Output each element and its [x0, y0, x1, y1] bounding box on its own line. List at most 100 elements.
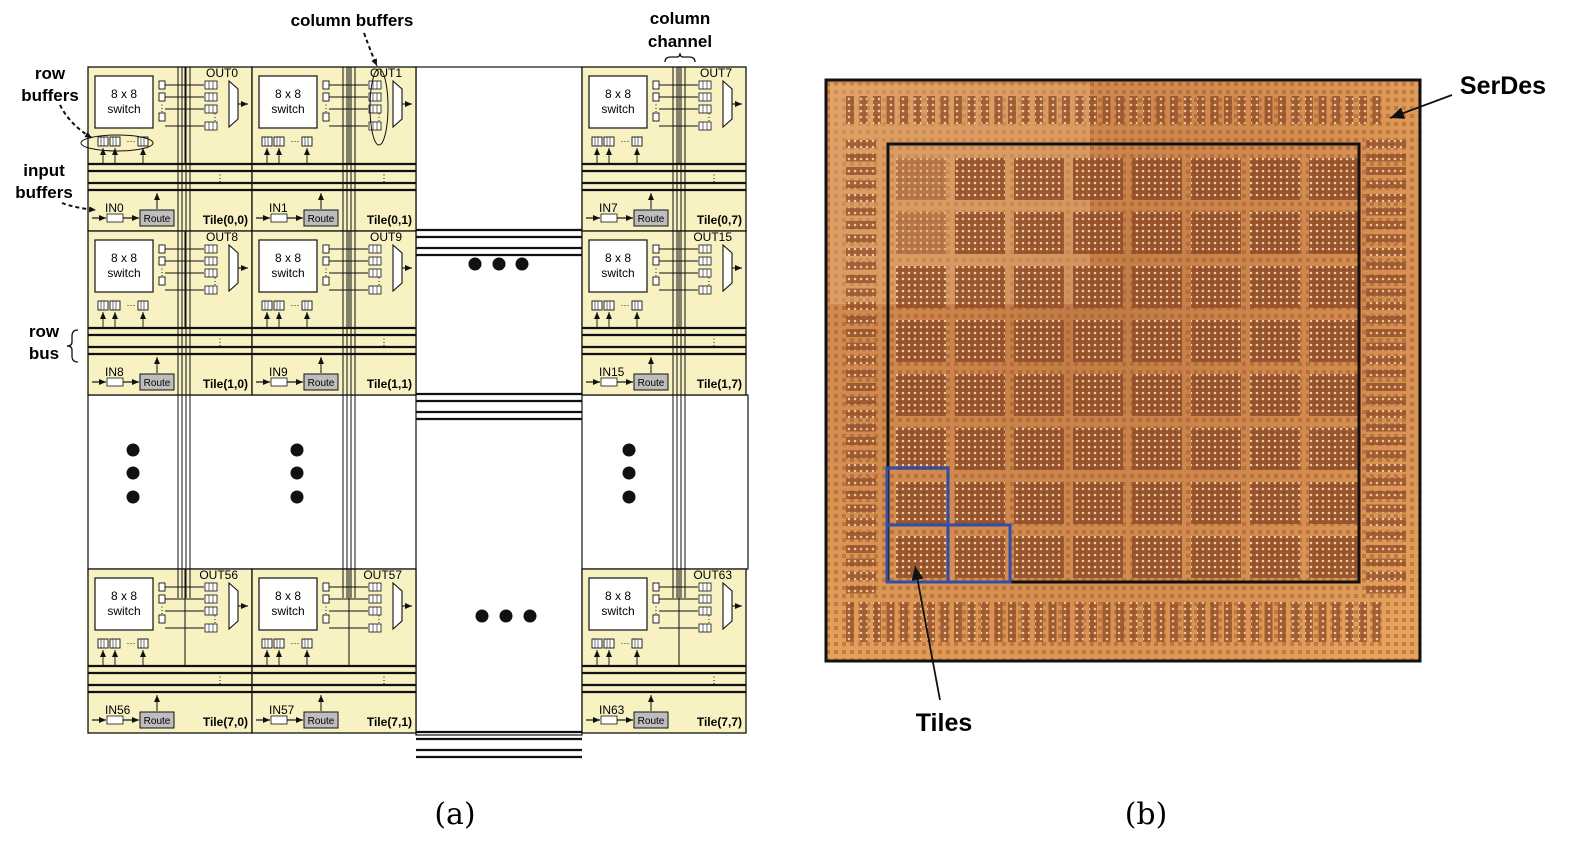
serdes-pad	[1366, 437, 1406, 445]
ellipsis-mark: ···	[621, 638, 630, 648]
output-port-label: OUT56	[199, 568, 238, 582]
column-buffers-leader	[363, 32, 378, 67]
input-buffers-label-1: input	[23, 161, 65, 180]
serdes-pad	[1305, 96, 1313, 124]
die-tile-block	[1014, 536, 1064, 578]
serdes-pad	[940, 602, 949, 642]
ellipsis-mark: ⋮	[380, 337, 389, 347]
column-buffer	[698, 285, 712, 295]
die-tile-block	[1309, 536, 1359, 578]
serdes-pad	[846, 545, 876, 553]
switch-label: switch	[107, 266, 140, 280]
ellipsis-mark: ⋮	[710, 337, 719, 347]
column-buffer	[204, 121, 218, 131]
ellipsis-mark: ⋮	[375, 112, 384, 122]
serdes-pad	[846, 518, 876, 526]
column-buffer	[368, 623, 382, 633]
serdes-pad	[846, 234, 876, 243]
serdes-pad	[1062, 602, 1070, 642]
ellipsis-mark: ⋮	[322, 605, 331, 615]
column-buffers-label: column buffers	[291, 11, 414, 30]
die-tile-block	[1014, 158, 1064, 200]
die-tile-block	[1073, 158, 1123, 200]
row-buffer	[591, 136, 603, 147]
ellipsis-mark: ⋮	[380, 675, 389, 685]
die-tile-block	[896, 482, 946, 524]
serdes-pad	[994, 96, 1003, 124]
serdes-pad	[1170, 602, 1178, 642]
row-buffer	[109, 136, 121, 147]
serdes-pad	[1089, 602, 1097, 642]
ellipsis-mark: ⋮	[375, 614, 384, 624]
serdes-pad	[846, 531, 876, 540]
row-bus-brace	[66, 329, 79, 363]
output-port-label: OUT9	[370, 230, 402, 244]
die-tile-block	[1073, 266, 1123, 308]
serdes-pad	[1366, 491, 1406, 499]
mini-buffer	[652, 276, 660, 286]
switch-label: 8 x 8	[605, 251, 631, 265]
serdes-pad	[967, 602, 976, 642]
switch-label: 8 x 8	[111, 87, 137, 101]
column-buffer	[204, 244, 218, 254]
serdes-pad	[846, 167, 876, 175]
serdes-pad	[1089, 96, 1097, 124]
column-buffer	[368, 256, 382, 266]
route-box	[633, 711, 669, 729]
column-buffer	[368, 606, 382, 616]
serdes-pad	[859, 602, 868, 642]
switch-label: switch	[107, 102, 140, 116]
output-mux	[392, 581, 403, 631]
route-box	[303, 373, 339, 391]
mini-buffer	[652, 92, 660, 102]
row-buffer	[261, 638, 273, 649]
die-tile-block	[1191, 428, 1241, 470]
row-bus-label-2: bus	[29, 344, 59, 363]
serdes-pad	[1366, 167, 1406, 175]
switch-label: 8 x 8	[275, 87, 301, 101]
serdes-pad	[1345, 96, 1354, 124]
route-label: Route	[308, 214, 335, 225]
serdes-pad	[1366, 315, 1406, 324]
mini-buffer	[322, 582, 330, 592]
serdes-pad	[1264, 96, 1273, 124]
row-buffer	[301, 136, 313, 147]
serdes-pad	[846, 504, 876, 513]
ellipsis-mark: ⋮	[216, 675, 225, 685]
row-buffer	[603, 300, 615, 311]
die-tile-block	[1014, 482, 1064, 524]
row-buffer	[603, 136, 615, 147]
serdes-label: SerDes	[1460, 72, 1546, 100]
die-tile-block	[1191, 374, 1241, 416]
serdes-pad	[1183, 96, 1192, 124]
serdes-pad	[1366, 180, 1406, 189]
ellipsis-mark: ⋮	[375, 276, 384, 286]
serdes-pad	[1237, 96, 1246, 124]
serdes-pad	[1291, 602, 1300, 642]
die-tile-block	[1132, 428, 1182, 470]
serdes-pad	[1366, 261, 1406, 270]
tiles-arrow	[911, 565, 941, 701]
input-buffer	[270, 377, 288, 387]
column-buffer	[204, 256, 218, 266]
mini-buffer	[652, 80, 660, 90]
serdes-pad	[927, 96, 935, 124]
route-label: Route	[638, 214, 665, 225]
column-channel-brace	[664, 52, 696, 63]
serdes-pad	[940, 96, 949, 124]
ellipsis-mark: ⋮	[211, 112, 220, 122]
row-bus-label-1: row	[29, 322, 60, 341]
serdes-pad	[1366, 450, 1406, 459]
ellipsis-mark: ⋮	[710, 173, 719, 183]
horizontal-ellipsis-dot	[475, 609, 489, 623]
serdes-pad	[846, 342, 876, 351]
die-tile-block	[1191, 482, 1241, 524]
serdes-pad	[1102, 96, 1111, 124]
serdes-pad	[846, 153, 876, 162]
vertical-ellipsis-dot	[290, 443, 304, 457]
input-port-label: IN8	[105, 365, 124, 379]
output-mux	[228, 243, 239, 293]
serdes-pad	[1366, 207, 1406, 216]
